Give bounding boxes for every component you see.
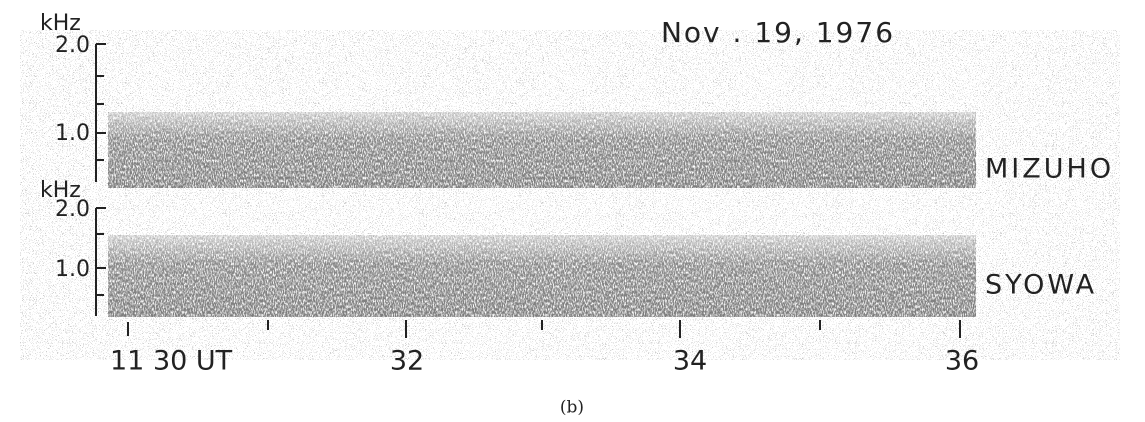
spectrogram-syowa bbox=[108, 235, 976, 317]
freq-axis bbox=[95, 207, 106, 316]
tick-label: 2.0 bbox=[55, 33, 90, 58]
tick-label: 1.0 bbox=[55, 257, 90, 282]
freq-axis bbox=[95, 43, 106, 182]
time-ticks bbox=[127, 320, 961, 338]
time-label: 36 bbox=[945, 346, 979, 377]
station-label: MIZUHO bbox=[985, 154, 1114, 185]
tick-label: 2.0 bbox=[55, 197, 90, 222]
date: Nov . 19, 1976 bbox=[661, 16, 895, 49]
time-label: 32 bbox=[390, 346, 424, 377]
caption: (b) bbox=[560, 398, 584, 418]
unit-label: kHz bbox=[40, 11, 81, 36]
station-label: SYOWA bbox=[985, 270, 1097, 301]
time-label: 34 bbox=[673, 346, 707, 377]
tick-label: 1.0 bbox=[55, 121, 90, 146]
unit-label: kHz bbox=[40, 178, 81, 203]
time-label: 11 30 UT bbox=[110, 346, 233, 377]
spectrogram-mizuho bbox=[108, 112, 976, 188]
